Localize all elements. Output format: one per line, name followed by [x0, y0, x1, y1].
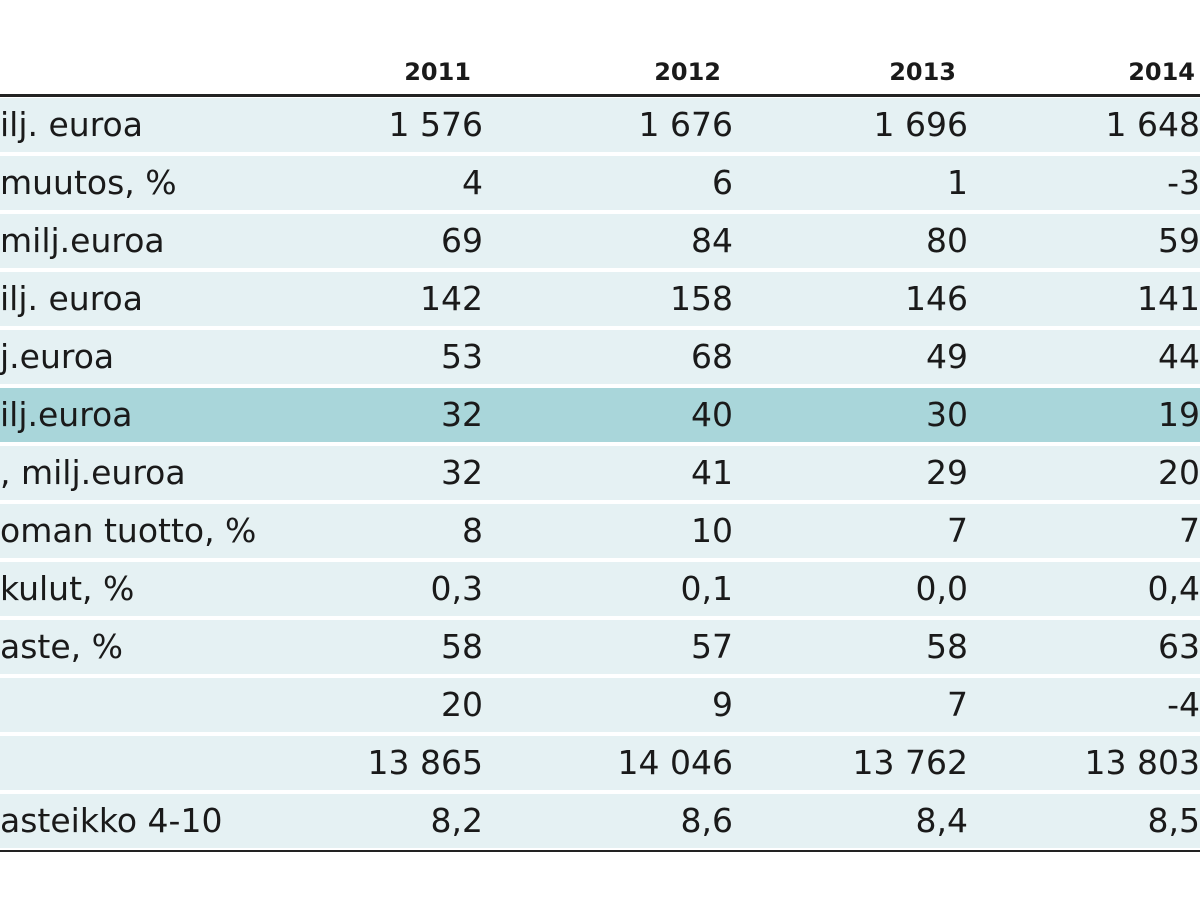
cell-value: 7 [947, 685, 968, 724]
cell-value: 1 [947, 163, 968, 202]
row-label: ilj. euroa [0, 279, 143, 318]
cell-value: 63 [1158, 627, 1200, 666]
cell-value: 4 [462, 163, 483, 202]
cell-value: 14 046 [617, 743, 733, 782]
cell-value: 20 [441, 685, 483, 724]
year-header: 2014 [1128, 58, 1195, 86]
cell-value: 0,1 [680, 569, 733, 608]
cell-value: 6 [712, 163, 733, 202]
row-label: aste, % [0, 627, 123, 666]
row-background [0, 214, 1200, 268]
cell-value: 10 [691, 511, 733, 550]
cell-value: 84 [691, 221, 733, 260]
row-background [0, 330, 1200, 384]
cell-value: 158 [670, 279, 733, 318]
row-label: muutos, % [0, 163, 177, 202]
row-background [0, 620, 1200, 674]
cell-value: 41 [691, 453, 733, 492]
cell-value: 13 762 [852, 743, 968, 782]
year-header: 2013 [889, 58, 956, 86]
cell-value: 8,2 [430, 801, 483, 840]
cell-value: 69 [441, 221, 483, 260]
year-header: 2012 [654, 58, 721, 86]
row-background [0, 156, 1200, 210]
cell-value: 1 676 [638, 105, 733, 144]
cell-value: 1 696 [873, 105, 968, 144]
row-label: j.euroa [0, 337, 115, 376]
row-background [0, 446, 1200, 500]
cell-value: 1 576 [388, 105, 483, 144]
header-rule [0, 94, 1200, 97]
cell-value: 80 [926, 221, 968, 260]
row-label: asteikko 4-10 [0, 801, 223, 840]
cell-value: 40 [691, 395, 733, 434]
cell-value: 142 [420, 279, 483, 318]
cell-value: 141 [1137, 279, 1200, 318]
year-header: 2011 [404, 58, 471, 86]
cell-value: 53 [441, 337, 483, 376]
cell-value: 0,0 [915, 569, 968, 608]
row-label: milj.euroa [0, 221, 165, 260]
cell-value: 44 [1158, 337, 1200, 376]
cell-value: 8 [462, 511, 483, 550]
cell-value: 8,4 [915, 801, 968, 840]
cell-value: 0,4 [1147, 569, 1200, 608]
row-background [0, 562, 1200, 616]
cell-value: 58 [926, 627, 968, 666]
cell-value: 58 [441, 627, 483, 666]
cell-value: 146 [905, 279, 968, 318]
cell-value: 8,6 [680, 801, 733, 840]
cell-value: 32 [441, 395, 483, 434]
cell-value: 9 [712, 685, 733, 724]
bottom-rule [0, 850, 1200, 852]
cell-value: 7 [1179, 511, 1200, 550]
cell-value: 57 [691, 627, 733, 666]
row-background [0, 272, 1200, 326]
cell-value: 30 [926, 395, 968, 434]
cell-value: 20 [1158, 453, 1200, 492]
cell-value: 59 [1158, 221, 1200, 260]
cell-value: 19 [1158, 395, 1200, 434]
cell-value: 7 [947, 511, 968, 550]
cell-value: 13 803 [1084, 743, 1200, 782]
cell-value: 68 [691, 337, 733, 376]
cell-value: 49 [926, 337, 968, 376]
row-label: kulut, % [0, 569, 135, 608]
row-background [0, 736, 1200, 790]
row-background [0, 98, 1200, 152]
cell-value: -4 [1167, 685, 1200, 724]
row-label: , milj.euroa [0, 453, 186, 492]
cell-value: -3 [1167, 163, 1200, 202]
cell-value: 32 [441, 453, 483, 492]
row-background [0, 504, 1200, 558]
row-label: oman tuotto, % [0, 511, 257, 550]
row-label: ilj. euroa [0, 105, 143, 144]
row-background [0, 388, 1200, 442]
row-background [0, 678, 1200, 732]
row-label: ilj.euroa [0, 395, 133, 434]
cell-value: 0,3 [430, 569, 483, 608]
cell-value: 1 648 [1105, 105, 1200, 144]
cell-value: 29 [926, 453, 968, 492]
row-background [0, 794, 1200, 848]
cell-value: 8,5 [1147, 801, 1200, 840]
cell-value: 13 865 [367, 743, 483, 782]
